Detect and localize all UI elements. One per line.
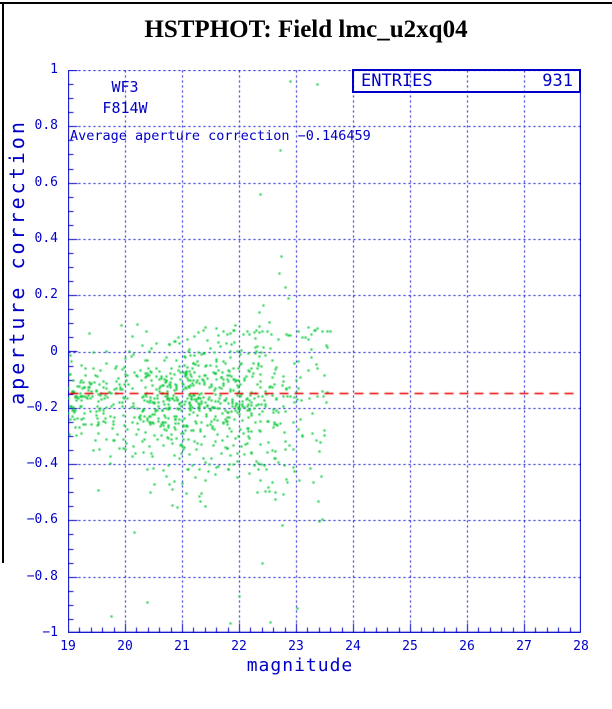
- detector-label: WF3: [111, 78, 139, 96]
- y-tick-label: 1: [50, 62, 58, 77]
- y-tick-label: 0.8: [34, 118, 58, 134]
- x-tick-label: 28: [573, 639, 589, 654]
- y-tick-label: −1: [42, 625, 58, 640]
- window-frame-left: [2, 2, 4, 563]
- y-axis-title: aperture correction: [5, 119, 29, 405]
- x-tick-label: 19: [60, 639, 76, 654]
- x-tick-label: 24: [345, 639, 361, 654]
- filter-label: F814W: [102, 99, 148, 117]
- y-tick-label: −0.2: [26, 399, 58, 415]
- scatter-canvas: [68, 70, 581, 633]
- x-tick-label: 22: [231, 639, 247, 654]
- y-tick-label: 0.6: [34, 174, 58, 190]
- average-correction-annotation: Average aperture correction −0.146459: [70, 128, 371, 144]
- x-tick-label: 27: [516, 639, 532, 654]
- y-tick-label: −0.6: [26, 512, 58, 528]
- y-tick-label: 0: [50, 343, 58, 359]
- plot-area: WF3 F814W Average aperture correction −0…: [68, 69, 581, 633]
- entries-label: ENTRIES: [361, 71, 433, 91]
- y-tick-label: −0.8: [26, 568, 58, 584]
- x-axis-title: magnitude: [246, 655, 354, 676]
- detector-filter-label: WF3 F814W: [68, 77, 182, 119]
- y-tick-label: 0.4: [34, 230, 58, 246]
- x-tick-label: 26: [459, 639, 475, 654]
- page-title: HSTPHOT: Field lmc_u2xq04: [144, 16, 468, 43]
- x-tick-label: 20: [117, 639, 133, 654]
- y-tick-label: −0.4: [26, 456, 58, 472]
- x-tick-label: 25: [402, 639, 418, 654]
- entries-legend-box: ENTRIES 931: [352, 69, 581, 93]
- entries-value: 931: [542, 71, 573, 91]
- x-tick-label: 21: [174, 639, 190, 654]
- window-frame-top: [0, 2, 612, 4]
- y-tick-label: 0.2: [34, 287, 58, 303]
- x-tick-label: 23: [288, 639, 304, 654]
